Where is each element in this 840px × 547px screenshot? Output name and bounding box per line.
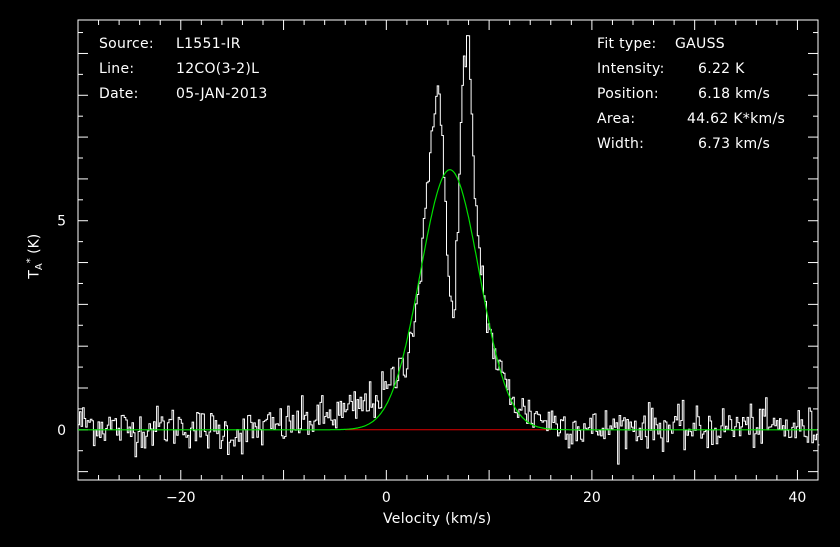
y-tick-label: 5 <box>57 214 66 230</box>
line-value: 12CO(3-2)L <box>176 61 260 77</box>
x-tick-label: 40 <box>789 490 807 506</box>
fit-intensity-value: 6.22 K <box>698 61 745 77</box>
fit-intensity-label: Intensity: <box>597 61 665 77</box>
fit-type-value: GAUSS <box>675 36 725 52</box>
axis-ticks <box>77 20 819 480</box>
source-label: Source: <box>99 36 154 52</box>
fit-width-label: Width: <box>597 136 645 152</box>
y-axis-label: TA* (K) <box>24 233 46 279</box>
axis-tick-labels: −20 0 20 40 0 5 <box>57 214 806 506</box>
line-label: Line: <box>99 61 135 77</box>
fit-area-label: Area: <box>597 111 636 127</box>
source-value: L1551-IR <box>176 36 241 52</box>
fit-width-value: 6.73 km/s <box>698 136 771 152</box>
x-tick-label: −20 <box>166 490 196 506</box>
fit-position-label: Position: <box>597 86 659 102</box>
gaussian-fit-line <box>78 169 817 431</box>
fit-area-value: 44.62 K*km/s <box>687 111 786 127</box>
x-axis-label: Velocity (km/s) <box>383 511 492 527</box>
x-tick-label: 0 <box>382 490 391 506</box>
date-label: Date: <box>99 86 139 102</box>
fit-position-value: 6.18 km/s <box>698 86 771 102</box>
date-value: 05-JAN-2013 <box>176 86 268 102</box>
fit-type-label: Fit type: <box>597 36 657 52</box>
x-tick-label: 20 <box>583 490 601 506</box>
y-tick-label: 0 <box>57 423 66 439</box>
